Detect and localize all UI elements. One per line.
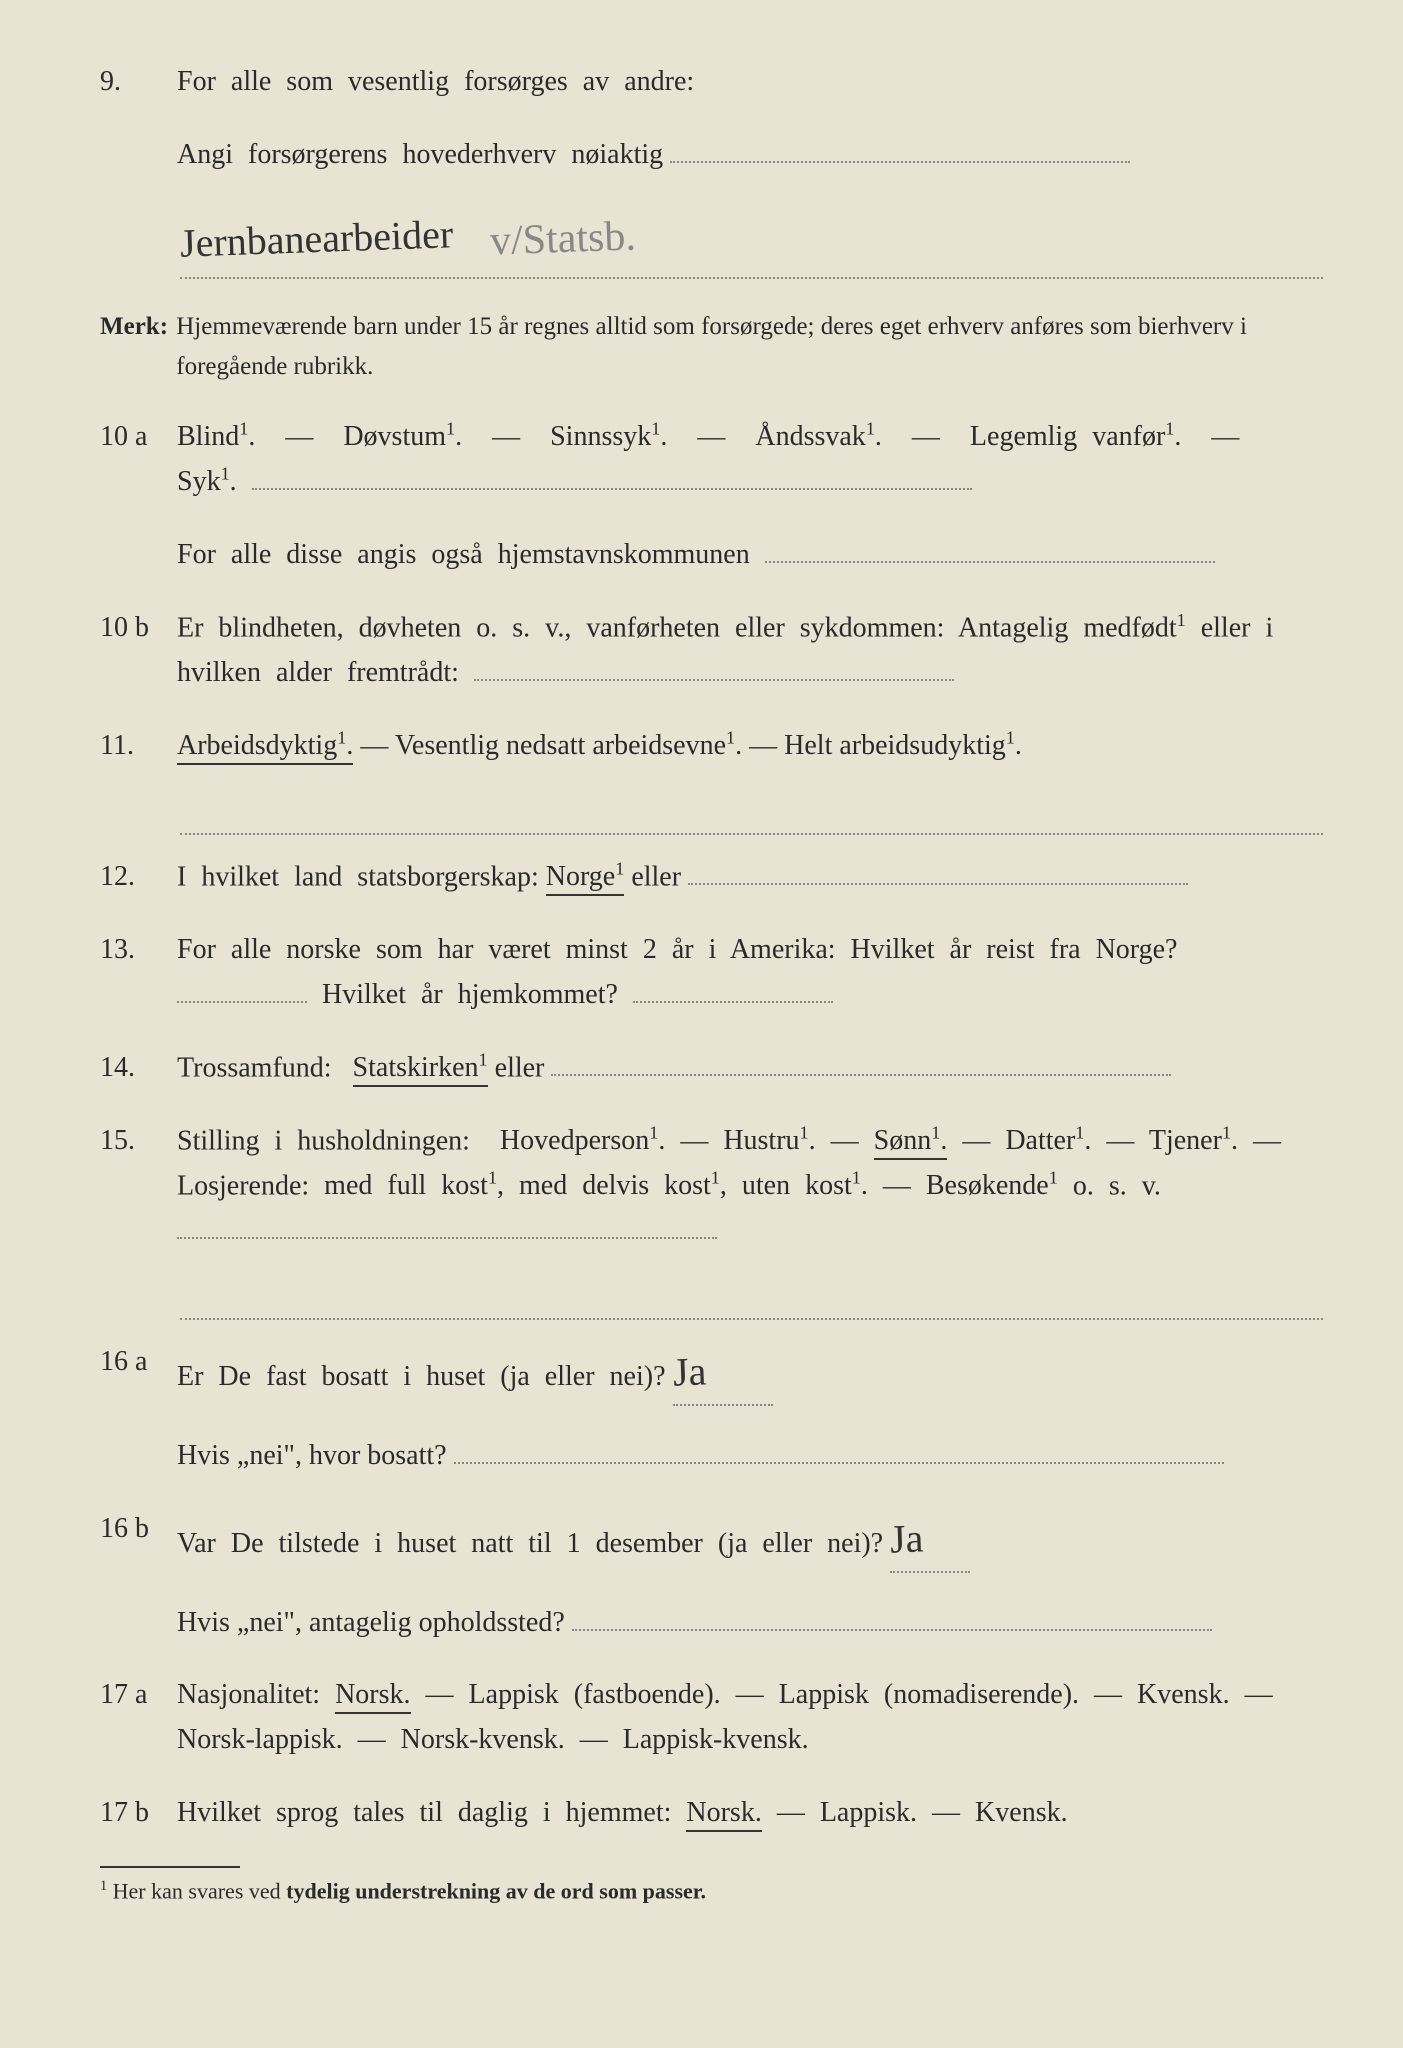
q15-blank (180, 1282, 1323, 1320)
q16a-text2: Hvis „nei", hvor bosatt? (177, 1440, 447, 1471)
question-10b: 10 b Er blindheten, døvheten o. s. v., v… (100, 606, 1323, 696)
q12-opt1: Norge1 (546, 861, 625, 896)
q12-text: I hvilket land statsborgerskap: (177, 861, 539, 892)
q17a-opt-lapp-fast: Lappisk (fastboende). (469, 1679, 721, 1710)
question-17b: 17 b Hvilket sprog tales til daglig i hj… (100, 1791, 1323, 1836)
q15-text: Stilling i husholdningen: (177, 1125, 470, 1156)
q15-opt-datter: Datter1. (1005, 1125, 1091, 1156)
question-14: 14. Trossamfund: Statskirken1 eller (100, 1046, 1323, 1091)
footnote: 1 Her kan svares ved tydelig understrekn… (100, 1878, 1323, 1904)
q16a-number: 16 a (100, 1340, 170, 1385)
footnote-rule (100, 1866, 240, 1868)
q17b-opt-norsk: Norsk. (686, 1797, 761, 1832)
q10a-opt-andssvak: Åndssvak1. (755, 421, 882, 452)
q14-number: 14. (100, 1046, 170, 1091)
q9-line1: For alle som vesentlig forsørges av andr… (177, 60, 1320, 105)
question-9: 9. For alle som vesentlig forsørges av a… (100, 60, 1323, 105)
q17a-opt-kvensk: Kvensk. (1137, 1679, 1230, 1710)
q15-opt-hustru: Hustru1. (723, 1125, 815, 1156)
q11-opt1: Arbeidsdyktig1. (177, 730, 353, 765)
q17a-text: Nasjonalitet: (177, 1679, 320, 1710)
q15-osv: o. s. v. (1073, 1170, 1161, 1201)
q9-handwritten-row: Jernbanearbeider v/Statsb. (180, 206, 1323, 279)
q14-opt1: Statskirken1 (353, 1052, 488, 1087)
q15-opt-tjener: Tjener1. (1149, 1125, 1238, 1156)
q17a-opt-lapp-nom: Lappisk (nomadiserende). (779, 1679, 1079, 1710)
q17a-opt-nk: Norsk-kvensk. (401, 1724, 565, 1755)
q16b-answer: Ja (889, 1506, 925, 1571)
q16a-text: Er De fast bosatt i huset (ja eller nei)… (177, 1361, 666, 1392)
q10a-number: 10 a (100, 415, 170, 460)
q15-losj-uten: uten kost1. (742, 1170, 868, 1201)
q15-losj-delvis: med delvis kost1, (519, 1170, 727, 1201)
q15-losj-full: med full kost1, (324, 1170, 504, 1201)
q12-number: 12. (100, 855, 170, 900)
q9-handwritten: Jernbanearbeider (179, 202, 454, 275)
q17a-opt-norsk: Norsk. (335, 1679, 410, 1714)
question-13: 13. For alle norske som har været minst … (100, 928, 1323, 1018)
merk-note: Merk: Hjemmeværende barn under 15 år reg… (100, 307, 1323, 387)
question-11: 11. Arbeidsdyktig1. — Vesentlig nedsatt … (100, 724, 1323, 769)
q14-text2: eller (495, 1052, 545, 1083)
q10a-opt-syk: Syk1. (177, 466, 237, 497)
q15-opt-hoved: Hovedperson1. (500, 1125, 665, 1156)
question-16b: 16 b Var De tilstede i huset natt til 1 … (100, 1507, 1323, 1573)
q17a-opt-lk: Lappisk-kvensk. (623, 1724, 809, 1755)
merk-text: Hjemmeværende barn under 15 år regnes al… (176, 307, 1319, 387)
q16a-answer: Ja (671, 1339, 707, 1404)
q15-opt-sonn: Sønn1. (874, 1125, 948, 1160)
q9-blank (670, 161, 1130, 163)
q9-handwritten-pencil: v/Statsb. (489, 203, 637, 275)
q16b-line2-row: Hvis „nei", antagelig opholdssted? (100, 1601, 1323, 1646)
q16b-number: 16 b (100, 1507, 170, 1552)
q10a-line2-row: For alle disse angis også hjemstavnskomm… (100, 533, 1323, 578)
q12-text2: eller (631, 861, 681, 892)
q11-opt2: Vesentlig nedsatt arbeidsevne1. (395, 730, 742, 761)
q10a-opt-sinnssyk: Sinnssyk1. (550, 421, 667, 452)
q17a-number: 17 a (100, 1673, 170, 1718)
q15-losj: Losjerende: (177, 1170, 309, 1201)
question-12: 12. I hvilket land statsborgerskap: Norg… (100, 855, 1323, 900)
footnote-num: 1 (100, 1878, 107, 1894)
q9-line2: Angi forsørgerens hovederhverv nøiaktig (177, 139, 663, 170)
q15-besok: Besøkende1 (926, 1170, 1058, 1201)
merk-label: Merk: (100, 307, 170, 347)
question-16a: 16 a Er De fast bosatt i huset (ja eller… (100, 1340, 1323, 1406)
q17b-opt-kvensk: Kvensk. (975, 1797, 1068, 1828)
q10a-opt-dovstum: Døvstum1. (343, 421, 462, 452)
q10a-line2: For alle disse angis også hjemstavnskomm… (177, 539, 750, 570)
q11-number: 11. (100, 724, 170, 769)
q10a-opt-blind: Blind1. (177, 421, 255, 452)
q10b-number: 10 b (100, 606, 170, 651)
q17a-opt-nl: Norsk-lappisk. (177, 1724, 343, 1755)
q16b-text2: Hvis „nei", antagelig opholdssted? (177, 1607, 565, 1638)
q17b-number: 17 b (100, 1791, 170, 1836)
q10b-text: Er blindheten, døvheten o. s. v., vanfør… (177, 612, 1177, 643)
q9-line2-row: Angi forsørgerens hovederhverv nøiaktig (100, 133, 1323, 178)
q10a-opt-legemlig: Legemlig vanfør1. (970, 421, 1181, 452)
q16b-text: Var De tilstede i huset natt til 1 desem… (177, 1528, 883, 1559)
q13-text: For alle norske som har været minst 2 år… (177, 934, 1177, 965)
question-17a: 17 a Nasjonalitet: Norsk. — Lappisk (fas… (100, 1673, 1323, 1763)
q16a-line2-row: Hvis „nei", hvor bosatt? (100, 1434, 1323, 1479)
q17b-text: Hvilket sprog tales til daglig i hjemmet… (177, 1797, 671, 1828)
q11-blank (180, 797, 1323, 835)
q17b-opt-lappisk: Lappisk. (820, 1797, 917, 1828)
q13-number: 13. (100, 928, 170, 973)
q9-number: 9. (100, 60, 170, 105)
q14-text: Trossamfund: (177, 1052, 332, 1083)
question-15: 15. Stilling i husholdningen: Hovedperso… (100, 1119, 1323, 1254)
q13-text2: Hvilket år hjemkommet? (322, 979, 618, 1010)
q11-opt3: Helt arbeidsudyktig1. (784, 730, 1022, 761)
question-10a: 10 a Blind1. — Døvstum1. — Sinnssyk1. — … (100, 415, 1323, 505)
q15-number: 15. (100, 1119, 170, 1164)
